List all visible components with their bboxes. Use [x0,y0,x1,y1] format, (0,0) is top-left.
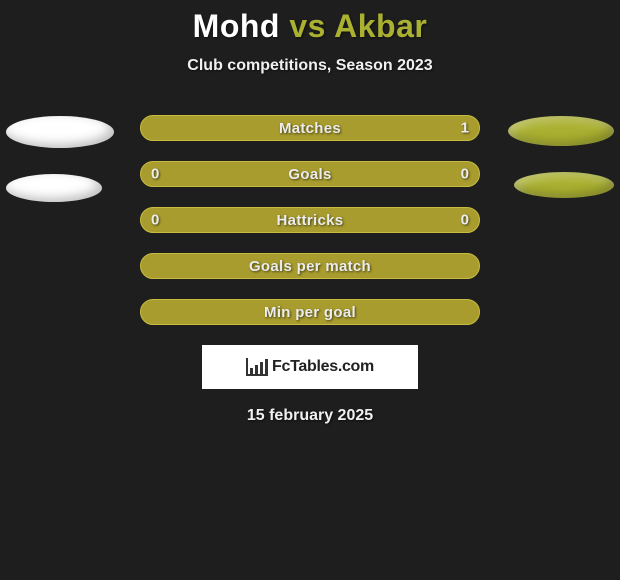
date-label: 15 february 2025 [0,407,620,425]
player1-name: Mohd [193,8,280,44]
stat-label: Matches [279,120,341,137]
marker-left-1 [6,116,114,148]
logo-fc: Fc [272,358,290,375]
stat-bar: 0 Goals 0 [140,161,480,187]
stat-value-left: 0 [151,166,159,183]
logo-com: .com [338,358,374,375]
stat-row-min-per-goal: Min per goal [140,299,480,325]
marker-right-1 [508,116,614,146]
stat-bar: Min per goal [140,299,480,325]
stat-label: Goals per match [249,258,371,275]
vs-label: vs [289,8,326,44]
stat-value-right: 1 [461,120,469,137]
stat-bar: Matches 1 [140,115,480,141]
stat-label: Goals [288,166,331,183]
logo-banner[interactable]: FcTables.com [202,345,418,389]
subtitle: Club competitions, Season 2023 [0,57,620,75]
stat-bar: Goals per match [140,253,480,279]
logo-text: FcTables.com [272,358,374,376]
stat-value-right: 0 [461,166,469,183]
chart-icon [246,358,268,376]
marker-right-2 [514,172,614,198]
logo-tables: Tables [290,358,338,375]
stat-row-goals-per-match: Goals per match [140,253,480,279]
stat-value-right: 0 [461,212,469,229]
stat-label: Hattricks [277,212,344,229]
right-markers [508,116,614,198]
comparison-title: Mohd vs Akbar [0,0,620,45]
stat-value-left: 0 [151,212,159,229]
stat-row-hattricks: 0 Hattricks 0 [140,207,480,233]
marker-left-2 [6,174,102,202]
left-markers [6,116,114,202]
stat-row-goals: 0 Goals 0 [140,161,480,187]
stat-label: Min per goal [264,304,356,321]
stat-row-matches: Matches 1 [140,115,480,141]
stat-bar: 0 Hattricks 0 [140,207,480,233]
player2-name: Akbar [334,8,427,44]
